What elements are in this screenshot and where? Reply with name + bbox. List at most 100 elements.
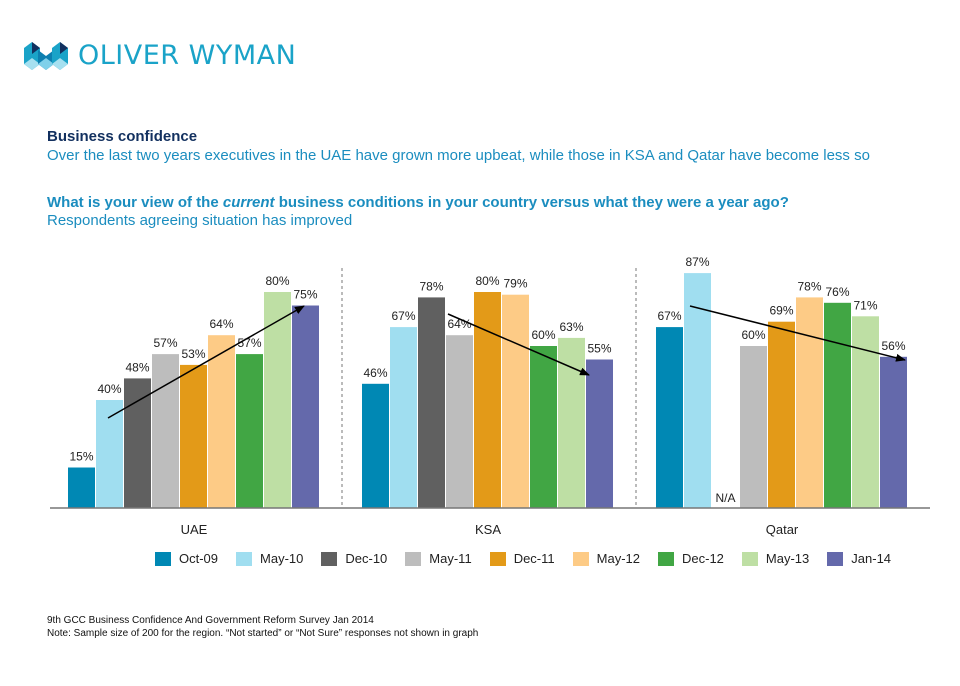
bar-uae-dec-11 [180, 364, 207, 508]
data-label: 53% [181, 347, 205, 361]
bar-ksa-may-11 [446, 335, 473, 508]
legend-label: May-12 [596, 551, 640, 566]
category-label: Qatar [766, 522, 799, 537]
bar-qatar-may-12 [796, 297, 823, 508]
legend-item: May-12 [572, 551, 640, 566]
data-label: 71% [853, 298, 877, 312]
data-label: 64% [447, 317, 471, 331]
brand-name: OLIVER WYMAN [78, 40, 297, 71]
legend-item: Oct-09 [155, 551, 218, 566]
legend-item: May-13 [741, 551, 810, 566]
data-label: 80% [265, 274, 289, 288]
brand-logo: OLIVER WYMAN [24, 40, 296, 71]
data-label: 80% [475, 274, 499, 288]
bar-uae-dec-10 [124, 378, 151, 508]
legend-label: Dec-10 [345, 551, 388, 566]
data-label: 78% [419, 279, 443, 293]
bar-qatar-jan-14 [880, 356, 907, 508]
legend-swatch [741, 551, 758, 566]
bar-ksa-dec-11 [474, 292, 501, 508]
data-label: 63% [559, 320, 583, 334]
footnotes: 9th GCC Business Confidence And Governme… [47, 614, 478, 640]
legend-label: May-11 [429, 551, 472, 566]
bar-uae-may-11 [152, 354, 179, 508]
legend-swatch [658, 551, 674, 566]
data-label: 67% [391, 309, 415, 323]
legend-label: Dec-11 [513, 551, 555, 566]
footnote-source: 9th GCC Business Confidence And Governme… [47, 615, 374, 626]
chart-question: What is your view of the current busines… [47, 194, 789, 211]
bar-qatar-may-10 [684, 273, 711, 508]
legend-swatch [236, 551, 253, 566]
data-label: 78% [797, 279, 821, 293]
chart-subtitle: Respondents agreeing situation has impro… [47, 212, 353, 229]
bar-uae-may-13 [264, 292, 291, 508]
bar-uae-dec-12 [236, 354, 263, 508]
legend-swatch [155, 551, 171, 566]
legend-label: Oct-09 [179, 551, 219, 566]
bar-ksa-may-13 [558, 337, 585, 508]
question-text-after: business conditions in your country vers… [274, 194, 789, 211]
data-label: 55% [587, 342, 611, 356]
legend-item: Jan-14 [827, 551, 891, 566]
bar-ksa-jan-14 [586, 359, 613, 508]
data-label: 75% [293, 288, 317, 302]
bar-chart: 15% 40% 48% 57% 53% 64% 57% 80% 75% 46% 67% 78% 64% 8… [50, 255, 930, 537]
missing-value-label: N/A [715, 491, 735, 505]
legend-item: Dec-11 [489, 551, 555, 566]
data-label: 60% [741, 328, 765, 342]
trend-arrow-uae [107, 305, 305, 419]
legend-swatch [827, 551, 844, 566]
bar-ksa-oct-09 [362, 383, 389, 508]
legend-label: Jan-14 [851, 551, 892, 566]
bar-ksa-may-10 [390, 327, 417, 508]
question-text-before: What is your view of the [47, 194, 223, 211]
data-label: 64% [209, 317, 233, 331]
bar-ksa-may-12 [502, 294, 529, 508]
legend-swatch [572, 551, 589, 566]
page-subtitle: Over the last two years executives in th… [47, 147, 870, 164]
bar-ksa-dec-10 [418, 297, 445, 508]
oliver-wyman-logo-icon [24, 41, 68, 70]
bar-uae-oct-09 [68, 467, 95, 508]
data-label: 87% [685, 255, 709, 269]
category-label: UAE [181, 522, 208, 537]
legend-swatch [489, 551, 506, 566]
data-label: 48% [125, 360, 149, 374]
legend-label: May-13 [765, 551, 810, 566]
bar-qatar-dec-11 [768, 321, 795, 508]
legend-label: Dec-12 [682, 551, 724, 566]
trend-arrow-qatar [689, 305, 906, 362]
chart-legend: Oct-09 May-10 Dec-10 May-11 Dec-11 May-12 Dec-… [155, 551, 909, 566]
legend-label: May-10 [260, 551, 304, 566]
data-label: 40% [97, 382, 121, 396]
data-label: 57% [153, 336, 177, 350]
data-label: 15% [69, 450, 93, 464]
legend-item: May-11 [405, 551, 472, 566]
trend-arrow-ksa [447, 313, 590, 376]
legend-item: May-10 [236, 551, 303, 566]
page-title: Business confidence [47, 128, 198, 145]
data-label: 60% [531, 328, 555, 342]
legend-swatch [405, 551, 422, 566]
legend-swatch [321, 551, 338, 566]
footnote-note: Note: Sample size of 200 for the region.… [47, 628, 479, 639]
bar-ksa-dec-12 [530, 346, 557, 508]
data-label: 46% [363, 366, 387, 380]
bar-uae-may-10 [96, 400, 123, 508]
bar-qatar-may-13 [852, 316, 879, 508]
question-emphasis: current [222, 194, 275, 211]
legend-item: Dec-12 [658, 551, 724, 566]
data-label: 76% [825, 285, 849, 299]
bar-uae-jan-14 [292, 305, 319, 508]
data-label: 69% [769, 304, 793, 318]
legend-item: Dec-10 [321, 551, 387, 566]
category-label: KSA [475, 522, 501, 537]
data-label: 67% [657, 309, 681, 323]
bar-uae-may-12 [208, 335, 235, 508]
bar-qatar-dec-12 [824, 302, 851, 508]
data-label: 56% [881, 339, 905, 353]
data-label: 79% [503, 277, 527, 291]
data-label: 57% [237, 336, 261, 350]
bar-qatar-may-11 [740, 346, 767, 508]
